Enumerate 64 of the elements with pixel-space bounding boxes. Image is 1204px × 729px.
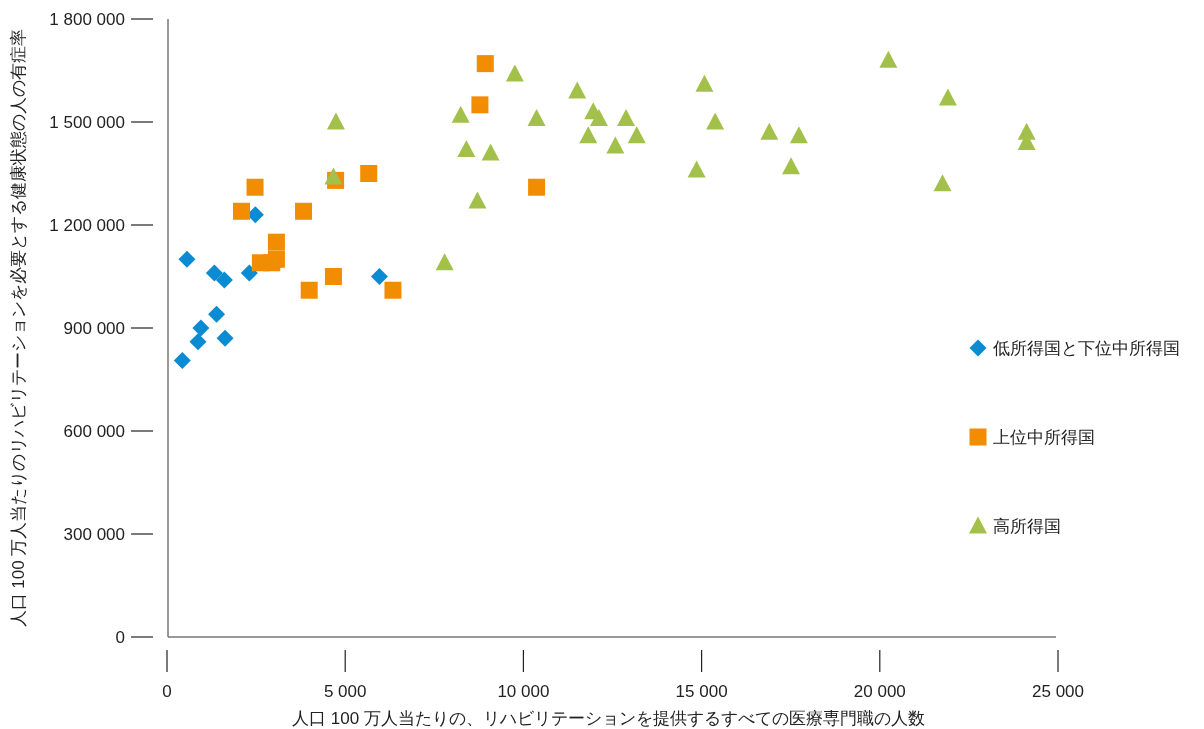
point xyxy=(178,250,196,268)
point xyxy=(527,109,546,127)
point xyxy=(579,126,598,144)
point xyxy=(457,139,476,157)
legend-label: 高所得国 xyxy=(993,517,1061,536)
point xyxy=(695,74,714,92)
point xyxy=(324,268,342,285)
point xyxy=(589,109,608,127)
x-tick-label: 0 xyxy=(162,682,172,701)
point xyxy=(435,253,454,271)
point xyxy=(384,281,402,299)
point xyxy=(208,305,226,323)
point xyxy=(789,126,808,144)
y-tick-label: 1 200 000 xyxy=(49,216,125,235)
point xyxy=(568,81,587,99)
point xyxy=(192,319,210,337)
point xyxy=(324,167,343,185)
point xyxy=(267,233,285,251)
y-tick-label: 1 800 000 xyxy=(49,10,125,29)
point xyxy=(326,112,345,130)
point xyxy=(933,174,952,192)
x-tick-label: 15 000 xyxy=(675,682,728,701)
point xyxy=(468,191,487,209)
point xyxy=(760,122,779,140)
y-axis-title: 人口 100 万人当たりのリハビリテーションを必要とする健康状態の人の有症率 xyxy=(9,28,28,628)
point xyxy=(938,88,957,106)
x-tick-label: 20 000 xyxy=(853,682,906,701)
y-tick-label: 1 500 000 xyxy=(49,113,125,132)
y-tick-label: 0 xyxy=(115,628,125,647)
point xyxy=(782,157,801,175)
point xyxy=(627,126,646,144)
point xyxy=(263,254,281,272)
x-tick-label: 25 000 xyxy=(1032,682,1084,701)
point xyxy=(687,160,706,178)
x-axis-title: 人口 100 万人当たりの、リハビリテーションを提供するすべての医療専門職の人数 xyxy=(292,709,925,728)
point xyxy=(606,136,625,154)
point xyxy=(246,178,264,196)
point xyxy=(300,281,318,299)
legend-label: 低所得国と下位中所得国 xyxy=(993,339,1180,358)
legend-label: 上位中所得国 xyxy=(993,428,1095,447)
point xyxy=(295,202,312,220)
point xyxy=(370,268,388,285)
point xyxy=(706,112,725,130)
point xyxy=(215,271,233,289)
y-tick-label: 900 000 xyxy=(63,319,125,338)
point xyxy=(240,264,258,282)
point xyxy=(528,178,546,196)
point xyxy=(216,329,234,347)
point xyxy=(476,55,494,73)
point xyxy=(173,352,191,370)
y-tick-label: 300 000 xyxy=(63,525,125,544)
point xyxy=(879,50,898,68)
x-tick-label: 5 000 xyxy=(323,682,367,701)
point xyxy=(360,165,378,182)
point xyxy=(232,202,250,220)
point xyxy=(617,109,636,127)
point xyxy=(189,333,207,351)
point xyxy=(205,264,223,282)
point xyxy=(451,105,470,123)
y-tick-label: 600 000 xyxy=(63,422,125,441)
x-tick-label: 10 000 xyxy=(497,682,550,701)
point xyxy=(481,143,500,161)
point xyxy=(505,64,524,82)
point xyxy=(471,96,489,114)
